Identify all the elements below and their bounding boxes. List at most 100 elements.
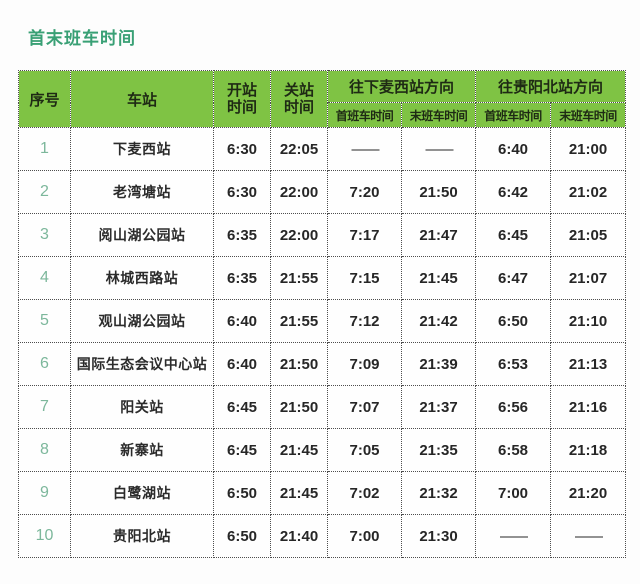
dir1-first-time: 7:09 [327, 342, 402, 386]
station-name: 阅山湖公园站 [70, 213, 214, 257]
dir1-first-time: 7:02 [327, 471, 402, 515]
dir1-last-time: 21:47 [400, 213, 477, 257]
dir2-last-time: 21:05 [550, 213, 627, 257]
close-time: 21:50 [270, 385, 328, 429]
dir2-first-time: 6:47 [475, 256, 552, 300]
close-time: 21:40 [270, 514, 328, 558]
dir2-first-time: 7:00 [475, 471, 552, 515]
row-number: 8 [18, 428, 71, 472]
dir2-first-time: —— [475, 514, 552, 558]
open-time: 6:50 [213, 471, 271, 515]
first-last-train-table: 序号 车站 开站 时间 关站 时间 往下麦西站方向 往贵阳北站方向 首班车时间 … [18, 70, 627, 558]
row-number: 3 [18, 213, 71, 257]
table-row: 7 阳关站 6:45 21:50 7:07 21:37 6:56 21:16 [18, 385, 627, 429]
dir2-first-time: 6:58 [475, 428, 552, 472]
open-time: 6:45 [213, 385, 271, 429]
dir2-last-time: —— [550, 514, 627, 558]
station-name: 国际生态会议中心站 [70, 342, 214, 386]
dir1-last-time: 21:37 [400, 385, 477, 429]
header-dir2-first-train: 首班车时间 [475, 102, 552, 128]
table-row: 4 林城西路站 6:35 21:55 7:15 21:45 6:47 21:07 [18, 256, 627, 300]
row-number: 9 [18, 471, 71, 515]
station-name: 老湾塘站 [70, 170, 214, 214]
station-name: 新寨站 [70, 428, 214, 472]
dir2-first-time: 6:56 [475, 385, 552, 429]
dir1-last-time: 21:42 [400, 299, 477, 343]
close-time: 22:00 [270, 213, 328, 257]
header-station: 车站 [70, 70, 214, 128]
header-open-time: 开站 时间 [213, 70, 271, 128]
dir2-last-time: 21:10 [550, 299, 627, 343]
dir2-last-time: 21:13 [550, 342, 627, 386]
close-time: 21:50 [270, 342, 328, 386]
close-time: 22:00 [270, 170, 328, 214]
table-header: 序号 车站 开站 时间 关站 时间 往下麦西站方向 往贵阳北站方向 首班车时间 … [18, 70, 627, 128]
dir2-first-time: 6:53 [475, 342, 552, 386]
dir1-first-time: 7:12 [327, 299, 402, 343]
close-time: 21:45 [270, 471, 328, 515]
row-number: 2 [18, 170, 71, 214]
close-time: 21:45 [270, 428, 328, 472]
dir1-last-time: —— [400, 127, 477, 171]
station-name: 白鹭湖站 [70, 471, 214, 515]
row-number: 7 [18, 385, 71, 429]
close-time: 21:55 [270, 299, 328, 343]
dir2-first-time: 6:40 [475, 127, 552, 171]
header-dir2-last-train: 末班车时间 [550, 102, 627, 128]
header-direction-guiyangbei: 往贵阳北站方向 [475, 70, 627, 103]
header-direction-xiamaixi: 往下麦西站方向 [326, 70, 477, 103]
row-number: 10 [18, 514, 71, 558]
table-row: 1 下麦西站 6:30 22:05 —— —— 6:40 21:00 [18, 127, 627, 171]
dir1-last-time: 21:50 [400, 170, 477, 214]
dir1-last-time: 21:30 [400, 514, 477, 558]
open-time: 6:40 [213, 299, 271, 343]
open-time: 6:35 [213, 256, 271, 300]
dir1-last-time: 21:39 [400, 342, 477, 386]
station-name: 贵阳北站 [70, 514, 214, 558]
dir1-first-time: 7:05 [327, 428, 402, 472]
dir1-last-time: 21:32 [400, 471, 477, 515]
dir1-last-time: 21:35 [400, 428, 477, 472]
dir1-first-time: —— [327, 127, 402, 171]
dir1-first-time: 7:17 [327, 213, 402, 257]
header-close-time: 关站 时间 [270, 70, 328, 128]
table-row: 3 阅山湖公园站 6:35 22:00 7:17 21:47 6:45 21:0… [18, 213, 627, 257]
table-row: 6 国际生态会议中心站 6:40 21:50 7:09 21:39 6:53 2… [18, 342, 627, 386]
station-name: 下麦西站 [70, 127, 214, 171]
open-time: 6:35 [213, 213, 271, 257]
station-name: 阳关站 [70, 385, 214, 429]
dir2-last-time: 21:00 [550, 127, 627, 171]
header-row-sub: 首班车时间 末班车时间 首班车时间 末班车时间 [19, 102, 627, 128]
table-row: 9 白鹭湖站 6:50 21:45 7:02 21:32 7:00 21:20 [18, 471, 627, 515]
open-time: 6:50 [213, 514, 271, 558]
dir1-first-time: 7:07 [327, 385, 402, 429]
open-time: 6:30 [213, 127, 271, 171]
close-time: 22:05 [270, 127, 328, 171]
row-number: 4 [18, 256, 71, 300]
row-number: 6 [18, 342, 71, 386]
row-number: 1 [18, 127, 71, 171]
header-row-main: 序号 车站 开站 时间 关站 时间 往下麦西站方向 往贵阳北站方向 [18, 70, 627, 128]
page-title: 首末班车时间 [28, 29, 136, 48]
open-time: 6:45 [213, 428, 271, 472]
dir2-last-time: 21:18 [550, 428, 627, 472]
dir2-last-time: 21:20 [550, 471, 627, 515]
table-row: 2 老湾塘站 6:30 22:00 7:20 21:50 6:42 21:02 [18, 170, 627, 214]
dir1-first-time: 7:20 [327, 170, 402, 214]
header-dir1-last-train: 末班车时间 [400, 102, 477, 128]
close-time: 21:55 [270, 256, 328, 300]
row-number: 5 [18, 299, 71, 343]
dir1-first-time: 7:00 [327, 514, 402, 558]
dir2-first-time: 6:42 [475, 170, 552, 214]
open-time: 6:30 [213, 170, 271, 214]
station-name: 观山湖公园站 [70, 299, 214, 343]
dir1-first-time: 7:15 [327, 256, 402, 300]
table-body: 1 下麦西站 6:30 22:05 —— —— 6:40 21:00 2 老湾塘… [18, 127, 627, 558]
station-name: 林城西路站 [70, 256, 214, 300]
table-row: 5 观山湖公园站 6:40 21:55 7:12 21:42 6:50 21:1… [18, 299, 627, 343]
dir2-last-time: 21:16 [550, 385, 627, 429]
open-time: 6:40 [213, 342, 271, 386]
header-dir1-first-train: 首班车时间 [327, 102, 402, 128]
table-row: 10 贵阳北站 6:50 21:40 7:00 21:30 —— —— [18, 514, 627, 558]
